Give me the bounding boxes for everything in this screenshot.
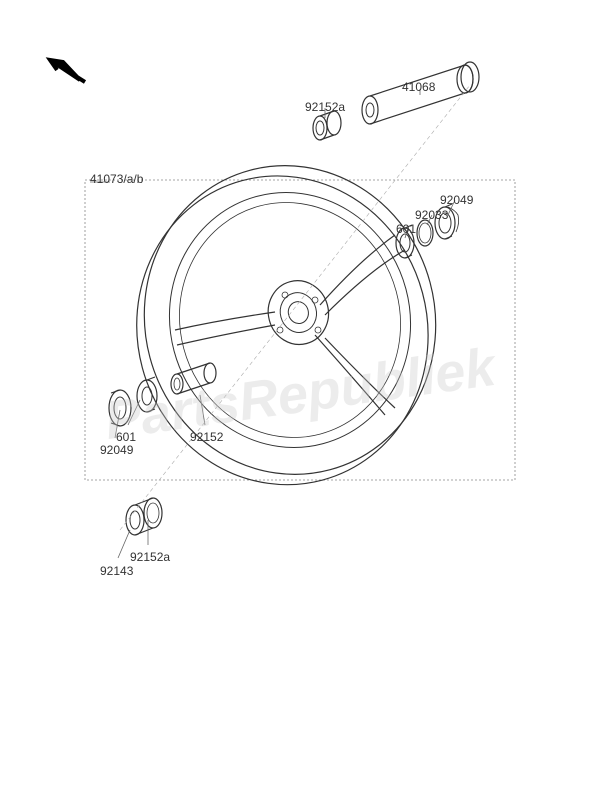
label-bearing-left: 601 xyxy=(116,430,136,444)
label-wheel-assy: 41073/a/b xyxy=(90,172,143,186)
wheel-main xyxy=(102,133,470,518)
label-bearing-right: 601 xyxy=(396,222,416,236)
label-collar-outer: 92143 xyxy=(100,564,133,578)
label-axle: 41068 xyxy=(402,80,435,94)
label-collar-bottom: 92152a xyxy=(130,550,170,564)
label-snap-ring: 92033 xyxy=(415,208,448,222)
left-cluster xyxy=(109,363,216,426)
label-collar-top: 92152a xyxy=(305,100,345,114)
label-seal-left: 92049 xyxy=(100,443,133,457)
exploded-diagram xyxy=(0,0,600,788)
collar-top xyxy=(313,111,341,140)
bottom-collar xyxy=(126,498,162,535)
nav-arrow xyxy=(50,60,85,82)
label-collar-left: 92152 xyxy=(190,430,223,444)
label-seal-right: 92049 xyxy=(440,193,473,207)
